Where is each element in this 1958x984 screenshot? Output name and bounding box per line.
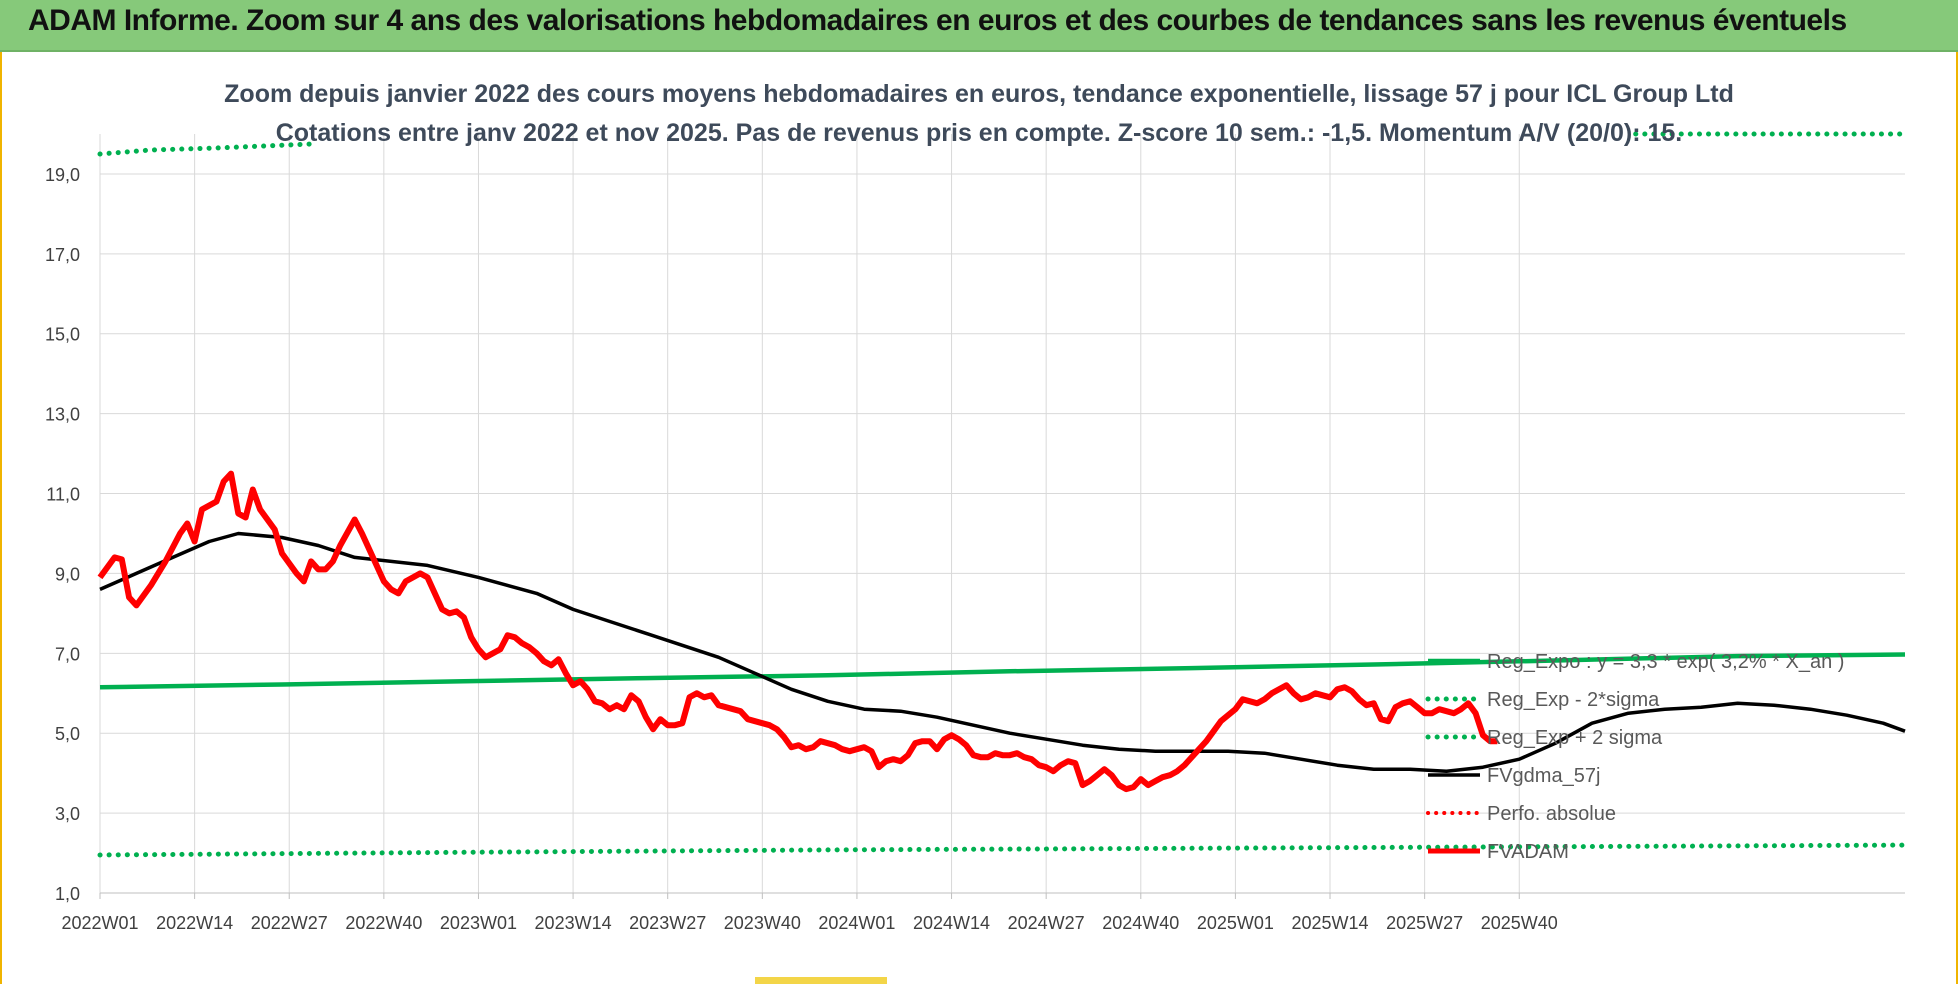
legend-label: Reg_Exp - 2*sigma — [1487, 689, 1660, 711]
chart-title: Zoom depuis janvier 2022 des cours moyen… — [224, 80, 1734, 108]
chart-subtitle: Cotations entre janv 2022 et nov 2025. P… — [275, 119, 1683, 147]
y-tick-label: 3,0 — [55, 804, 80, 824]
series-reg-expo-y-3-3-exp-3-2-x-an — [99, 652, 1906, 690]
legend: Reg_Expo : y = 3,3 * exp( 3,2% * X_an ) R… — [1425, 651, 1844, 863]
y-tick-label: 17,0 — [45, 245, 80, 265]
y-tick-label: 11,0 — [46, 485, 80, 505]
x-tick-label: 2022W27 — [251, 913, 328, 933]
x-tick-label: 2023W14 — [535, 913, 612, 933]
y-tick-label: 7,0 — [55, 644, 80, 664]
x-tick-label: 2022W14 — [156, 913, 233, 933]
sheet-tab-marker — [755, 977, 887, 984]
x-tick-label: 2024W14 — [913, 913, 990, 933]
series-reg-exp-2-sigma — [97, 842, 1908, 858]
x-tick-label: 2025W01 — [1197, 913, 1274, 933]
x-tick-label: 2024W40 — [1102, 913, 1179, 933]
x-tick-labels: 2022W01 2022W14 2022W27 2022W40 2023W01 2023W… — [61, 913, 1557, 933]
y-tick-label: 15,0 — [45, 325, 80, 345]
banner-title: ADAM Informe. Zoom sur 4 ans des valoris… — [28, 4, 1847, 37]
series-fvgdma-57j — [99, 531, 1906, 773]
legend-label: Reg_Expo : y = 3,3 * exp( 3,2% * X_an ) — [1487, 651, 1844, 673]
title-banner: ADAM Informe. Zoom sur 4 ans des valoris… — [0, 0, 1958, 52]
series-reg-exp-2-sigma — [97, 141, 314, 157]
x-tick-label: 2023W27 — [629, 913, 706, 933]
x-tick-label: 2025W27 — [1386, 913, 1463, 933]
x-tick-label: 2024W01 — [818, 913, 895, 933]
y-tick-label: 13,0 — [45, 405, 80, 425]
y-tick-label: 19,0 — [45, 165, 80, 185]
y-tick-label: 1,0 — [55, 884, 80, 904]
x-tick-label: 2024W27 — [1008, 913, 1085, 933]
series-layer — [97, 131, 1908, 858]
x-tick-label: 2025W14 — [1291, 913, 1368, 933]
chart-frame — [0, 52, 1958, 984]
x-tick-label: 2023W01 — [440, 913, 517, 933]
legend-label: FVADAM — [1487, 841, 1569, 863]
y-tick-label: 5,0 — [55, 724, 80, 744]
x-tick-label: 2025W40 — [1481, 913, 1558, 933]
legend-label: Perfo. absolue — [1487, 803, 1616, 825]
x-tick-label: 2023W40 — [724, 913, 801, 933]
legend-label: FVgdma_57j — [1487, 765, 1600, 787]
y-tick-label: 9,0 — [55, 564, 80, 584]
grid-lines — [99, 134, 1905, 899]
y-tick-labels: 1,0 3,0 5,0 7,0 9,0 11,0 13,0 15,0 17,0 19,0 — [45, 165, 80, 904]
legend-label: Reg_Exp + 2 sigma — [1487, 727, 1663, 749]
x-tick-label: 2022W40 — [345, 913, 422, 933]
x-tick-label: 2022W01 — [61, 913, 138, 933]
series-fvadam — [97, 470, 1498, 793]
